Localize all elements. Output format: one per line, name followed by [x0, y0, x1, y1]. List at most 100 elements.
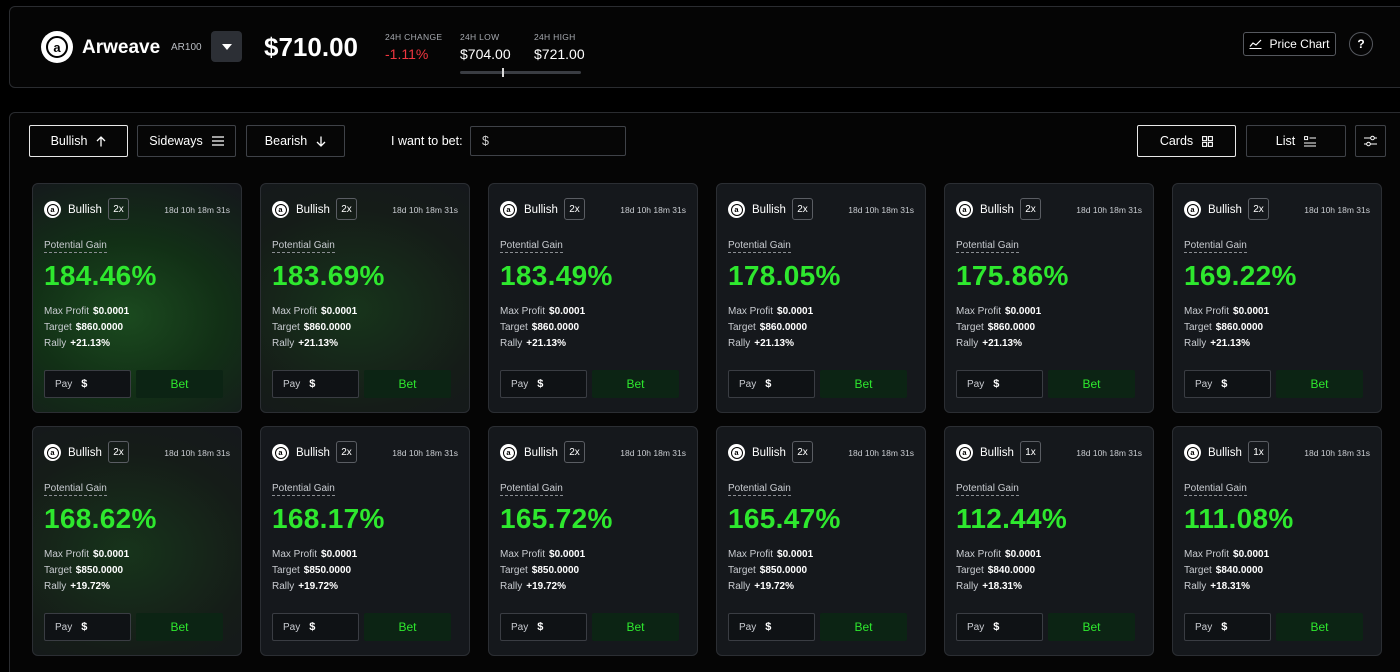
- rally-row: Rally +19.72%: [44, 581, 110, 592]
- arweave-logo-icon: a: [272, 201, 289, 218]
- pay-input[interactable]: Pay $: [956, 370, 1043, 398]
- bet-card: a Bullish 1x 18d 10h 18m 31s Potential Gain 1…: [1172, 426, 1382, 656]
- sideways-label: Sideways: [149, 134, 203, 148]
- view-cards-button[interactable]: Cards: [1137, 125, 1236, 157]
- bet-card: a Bullish 2x 18d 10h 18m 31s Potential Gain 1…: [260, 426, 470, 656]
- potential-gain-label: Potential Gain: [500, 483, 563, 496]
- grid-icon: [1202, 135, 1214, 147]
- pay-input[interactable]: Pay $: [1184, 613, 1271, 641]
- target-label: Target: [500, 322, 528, 333]
- target-label: Target: [1184, 565, 1212, 576]
- potential-gain-value: 165.72%: [500, 503, 613, 534]
- help-button[interactable]: ?: [1349, 32, 1373, 56]
- max-profit-label: Max Profit: [1184, 549, 1230, 560]
- filter-sideways-button[interactable]: Sideways: [137, 125, 236, 157]
- pay-input[interactable]: Pay $: [500, 370, 587, 398]
- arrow-down-icon: [316, 136, 326, 147]
- pay-input[interactable]: Pay $: [500, 613, 587, 641]
- pay-input[interactable]: Pay $: [956, 613, 1043, 641]
- pay-currency: $: [309, 378, 316, 390]
- bet-button[interactable]: Bet: [1276, 370, 1363, 398]
- rally-label: Rally: [44, 581, 67, 592]
- filter-settings-button[interactable]: [1355, 125, 1386, 157]
- bet-button[interactable]: Bet: [1276, 613, 1363, 641]
- rally-value: +21.13%: [982, 338, 1022, 349]
- potential-gain-label: Potential Gain: [44, 240, 107, 253]
- token-header: a Arweave AR100 $710.00 24H CHANGE -1.11…: [9, 6, 1400, 88]
- max-profit-value: $0.0001: [549, 306, 586, 317]
- max-profit-row: Max Profit $0.0001: [728, 306, 813, 317]
- arweave-logo-icon: a: [956, 444, 973, 461]
- filter-bearish-button[interactable]: Bearish: [246, 125, 345, 157]
- target-value: $860.0000: [75, 322, 124, 333]
- card-direction: Bullish: [980, 447, 1014, 459]
- bet-button[interactable]: Bet: [364, 613, 451, 641]
- list-label: List: [1275, 134, 1296, 148]
- bet-button[interactable]: Bet: [136, 370, 223, 398]
- card-direction: Bullish: [752, 204, 786, 216]
- bet-button[interactable]: Bet: [1048, 613, 1135, 641]
- low-label: 24H LOW: [460, 32, 500, 42]
- target-label: Target: [500, 565, 528, 576]
- target-row: Target $860.0000: [728, 322, 807, 333]
- token-select-dropdown[interactable]: [211, 31, 242, 62]
- target-row: Target $860.0000: [272, 322, 351, 333]
- rally-value: +21.13%: [1210, 338, 1250, 349]
- price-chart-label: Price Chart: [1269, 37, 1330, 51]
- target-label: Target: [728, 565, 756, 576]
- line-chart-icon: [1249, 39, 1262, 49]
- pay-currency: $: [765, 378, 772, 390]
- card-direction: Bullish: [296, 447, 330, 459]
- max-profit-value: $0.0001: [1005, 549, 1042, 560]
- bet-button[interactable]: Bet: [1048, 370, 1135, 398]
- rally-row: Rally +19.72%: [500, 581, 566, 592]
- max-profit-label: Max Profit: [272, 549, 318, 560]
- view-list-button[interactable]: List: [1246, 125, 1346, 157]
- price-range-bar: [460, 71, 581, 74]
- potential-gain-label: Potential Gain: [728, 483, 791, 496]
- max-profit-value: $0.0001: [1233, 549, 1270, 560]
- bet-button[interactable]: Bet: [136, 613, 223, 641]
- pay-input[interactable]: Pay $: [44, 370, 131, 398]
- price-chart-button[interactable]: Price Chart: [1243, 32, 1336, 56]
- arweave-logo-icon: a: [728, 201, 745, 218]
- pay-currency: $: [1221, 378, 1228, 390]
- arweave-logo-icon: a: [41, 31, 73, 63]
- rally-row: Rally +18.31%: [1184, 581, 1250, 592]
- bet-button[interactable]: Bet: [820, 370, 907, 398]
- pay-input[interactable]: Pay $: [728, 613, 815, 641]
- pay-input[interactable]: Pay $: [1184, 370, 1271, 398]
- pay-input[interactable]: Pay $: [44, 613, 131, 641]
- bet-button[interactable]: Bet: [820, 613, 907, 641]
- bet-button[interactable]: Bet: [592, 370, 679, 398]
- arweave-logo-icon: a: [956, 201, 973, 218]
- max-profit-label: Max Profit: [500, 549, 546, 560]
- time-remaining: 18d 10h 18m 31s: [392, 448, 458, 458]
- pay-input[interactable]: Pay $: [728, 370, 815, 398]
- max-profit-value: $0.0001: [777, 306, 814, 317]
- pay-label: Pay: [511, 378, 529, 390]
- max-profit-value: $0.0001: [1233, 306, 1270, 317]
- bet-button[interactable]: Bet: [364, 370, 451, 398]
- pay-input[interactable]: Pay $: [272, 370, 359, 398]
- pay-currency: $: [309, 621, 316, 633]
- potential-gain-label: Potential Gain: [956, 240, 1019, 253]
- leverage-badge: 1x: [1248, 441, 1269, 463]
- rally-row: Rally +21.13%: [500, 338, 566, 349]
- rally-value: +19.72%: [526, 581, 566, 592]
- bet-button[interactable]: Bet: [592, 613, 679, 641]
- card-direction: Bullish: [752, 447, 786, 459]
- rally-label: Rally: [956, 581, 979, 592]
- potential-gain-value: 183.49%: [500, 260, 613, 291]
- pay-input[interactable]: Pay $: [272, 613, 359, 641]
- bet-amount-input[interactable]: [470, 126, 626, 156]
- potential-gain-value: 178.05%: [728, 260, 841, 291]
- card-direction: Bullish: [524, 204, 558, 216]
- pay-label: Pay: [1195, 621, 1213, 633]
- menu-lines-icon: [211, 136, 224, 146]
- filter-bullish-button[interactable]: Bullish: [29, 125, 128, 157]
- rally-label: Rally: [1184, 338, 1207, 349]
- max-profit-value: $0.0001: [93, 549, 130, 560]
- bet-card: a Bullish 2x 18d 10h 18m 31s Potential Gain 1…: [944, 183, 1154, 413]
- target-label: Target: [44, 322, 72, 333]
